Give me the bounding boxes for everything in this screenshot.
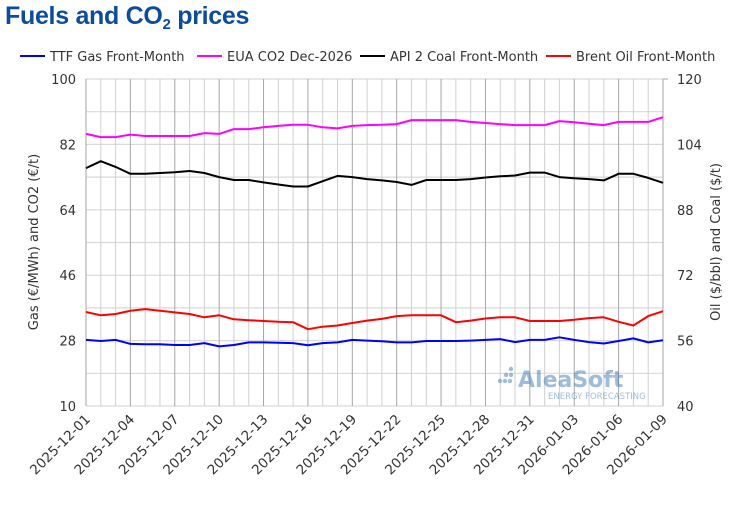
y-right-axis-title: Oil ($/bbl) and Coal ($/t) bbox=[709, 163, 724, 321]
logo-dot-icon bbox=[508, 366, 514, 372]
series-line-ttf-gas-front-month bbox=[85, 336, 664, 348]
y-left-tick-label: 28 bbox=[59, 335, 76, 350]
y-right-tick-label: 88 bbox=[677, 204, 694, 219]
title-subscript: 2 bbox=[162, 16, 171, 33]
chart-title: Fuels and CO2 prices bbox=[5, 2, 249, 33]
y-left-axis-title: Gas (€/MWh) and CO2 (€/t) bbox=[27, 154, 42, 330]
y-left-tick-label: 46 bbox=[59, 269, 76, 284]
legend-label: TTF Gas Front-Month bbox=[49, 50, 185, 65]
legend-label: EUA CO2 Dec-2026 bbox=[227, 50, 352, 65]
y-right-tick-label: 72 bbox=[677, 269, 694, 284]
legend-label: Brent Oil Front-Month bbox=[576, 50, 715, 65]
y-left-tick-label: 82 bbox=[59, 138, 76, 153]
legend-label: API 2 Coal Front-Month bbox=[390, 50, 538, 65]
y-left-tick-label: 64 bbox=[59, 204, 76, 219]
watermark-tagline: ENERGY FORECASTING bbox=[548, 392, 646, 402]
logo-dot-icon bbox=[503, 372, 509, 378]
logo-dot-icon bbox=[507, 378, 513, 384]
series-line-api-2-coal-front-month bbox=[85, 160, 664, 188]
y-right-tick-label: 104 bbox=[677, 138, 702, 153]
y-left-tick-label: 100 bbox=[51, 73, 76, 88]
watermark-brand: AleaSoft bbox=[518, 368, 624, 393]
y-left-tick-label: 10 bbox=[59, 400, 76, 415]
series-line-eua-co2-dec-2026 bbox=[85, 116, 664, 139]
y-right-tick-label: 120 bbox=[677, 73, 702, 88]
title-text: Fuels and CO bbox=[5, 2, 163, 30]
series-line-brent-oil-front-month bbox=[85, 308, 664, 331]
logo-dot-icon bbox=[502, 378, 508, 384]
y-right-tick-label: 56 bbox=[677, 335, 694, 350]
logo-dot-icon bbox=[497, 378, 503, 384]
title-text-end: prices bbox=[170, 2, 250, 30]
logo-dot-icon bbox=[508, 372, 514, 378]
y-right-tick-label: 40 bbox=[677, 400, 694, 415]
